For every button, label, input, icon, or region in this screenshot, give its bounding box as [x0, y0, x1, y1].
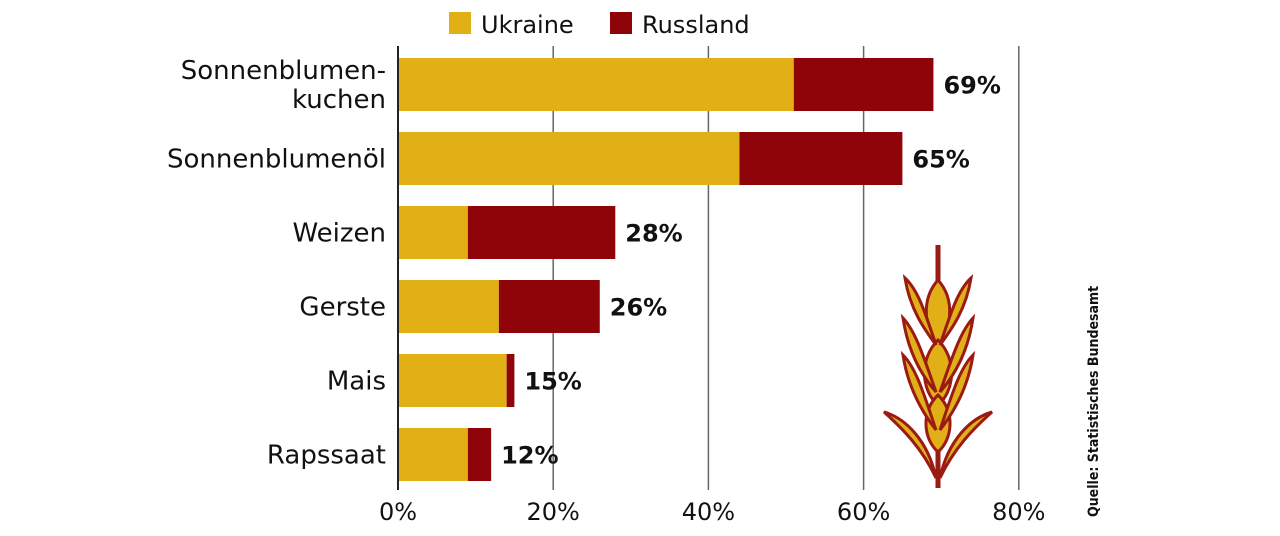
total-label: 28%	[625, 220, 682, 248]
bar-russland	[467, 206, 616, 259]
x-tick-label: 60%	[837, 498, 890, 526]
x-axis-ticks: 0% 20% 40% 60% 80%	[379, 498, 1046, 526]
x-tick-label: 80%	[992, 498, 1045, 526]
bars	[398, 58, 934, 481]
category-labels: Sonnenblumen-kuchen Sonnenblumenöl Weizen G…	[167, 56, 386, 471]
category-label: Sonnenblumenöl	[167, 145, 386, 175]
category-label: Sonnenblumen-kuchen	[181, 56, 386, 115]
bar-ukraine	[398, 58, 794, 111]
total-label: 15%	[524, 368, 581, 396]
total-label: 69%	[943, 72, 1000, 100]
bar-ukraine	[398, 354, 507, 407]
x-tick-label: 20%	[527, 498, 580, 526]
legend-label-ukraine: Ukraine	[481, 11, 574, 39]
total-label: 12%	[501, 442, 558, 470]
legend: Ukraine Russland	[449, 11, 750, 39]
bar-ukraine	[398, 206, 468, 259]
bar-russland	[739, 132, 903, 185]
category-label: Weizen	[292, 219, 386, 249]
category-label: Gerste	[299, 293, 386, 323]
source-note: Quelle: Statistisches Bundesamt	[1086, 286, 1102, 517]
bar-ukraine	[398, 132, 740, 185]
grid-lines	[552, 46, 1020, 490]
total-label: 65%	[912, 146, 969, 174]
total-labels: 69% 65% 28% 26% 15% 12%	[501, 72, 1001, 470]
x-tick-label: 0%	[379, 498, 417, 526]
bar-ukraine	[398, 280, 499, 333]
bar-russland	[498, 280, 600, 333]
bar-russland	[467, 428, 492, 481]
legend-swatch-ukraine	[449, 12, 471, 34]
bar-ukraine	[398, 428, 468, 481]
category-label: Mais	[327, 367, 386, 397]
legend-swatch-russland	[610, 12, 632, 34]
wheat-ear-icon	[883, 245, 993, 488]
x-tick-label: 40%	[682, 498, 735, 526]
total-label: 26%	[610, 294, 667, 322]
bar-russland	[506, 354, 515, 407]
legend-label-russland: Russland	[642, 11, 750, 39]
bar-russland	[793, 58, 934, 111]
category-label: Rapssaat	[267, 441, 386, 471]
